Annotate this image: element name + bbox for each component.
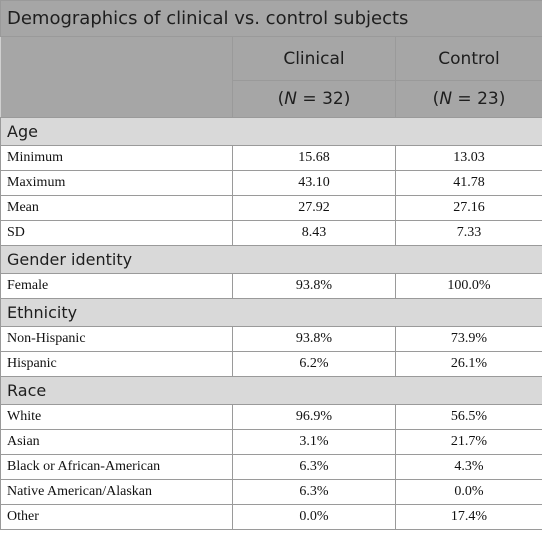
- cell-value: 3.1%: [232, 429, 396, 455]
- row-label: Native American/Alaskan: [0, 479, 233, 505]
- row-label: White: [0, 404, 233, 430]
- cell-value: 17.4%: [394, 504, 542, 530]
- cell-value: 96.9%: [232, 404, 396, 430]
- cell-value: 0.0%: [232, 504, 396, 530]
- cell-value: 6.3%: [232, 454, 396, 480]
- n-part: (: [432, 89, 440, 109]
- row-label: Non-Hispanic: [0, 326, 233, 352]
- header-row: Clinical Control: [0, 36, 542, 118]
- row-label: Maximum: [0, 170, 233, 196]
- row-label: Black or African-American: [0, 454, 233, 480]
- section-title: Ethnicity: [0, 298, 542, 327]
- row-label: Hispanic: [0, 351, 233, 377]
- section-row: Age: [0, 117, 542, 146]
- row-label: Female: [0, 273, 233, 299]
- header-n-row: (N = 32) (N = 23): [1, 80, 542, 118]
- cell-value: 8.43: [232, 220, 396, 246]
- cell-value: 0.0%: [394, 479, 542, 505]
- row-label: Asian: [0, 429, 233, 455]
- n-part: (: [277, 89, 285, 109]
- cell-value: 7.33: [394, 220, 542, 246]
- cell-value: 41.78: [394, 170, 542, 196]
- cell-value: 4.3%: [394, 454, 542, 480]
- cell-value: 56.5%: [394, 404, 542, 430]
- n-part: N: [284, 89, 298, 109]
- section-title: Gender identity: [0, 245, 542, 274]
- section-title: Age: [0, 117, 542, 146]
- cell-value: 13.03: [394, 145, 542, 171]
- column-n: (N = 23): [394, 80, 542, 118]
- data-row: Native American/Alaskan 6.3% 0.0%: [0, 479, 542, 505]
- cell-value: 100.0%: [394, 273, 542, 299]
- title-row: Demographics of clinical vs. control sub…: [0, 0, 542, 37]
- row-label: SD: [0, 220, 233, 246]
- cell-value: 26.1%: [394, 351, 542, 377]
- cell-value: 6.3%: [232, 479, 396, 505]
- data-row: White 96.9% 56.5%: [0, 404, 542, 430]
- row-label: Mean: [0, 195, 233, 221]
- column-name: Control: [394, 36, 542, 81]
- cell-value: 6.2%: [232, 351, 396, 377]
- column-name: Clinical: [232, 36, 396, 81]
- section-row: Ethnicity: [0, 298, 542, 327]
- data-row: Other 0.0% 17.4%: [0, 504, 542, 530]
- row-label: Minimum: [0, 145, 233, 171]
- section-row: Gender identity: [0, 245, 542, 274]
- data-row: Minimum 15.68 13.03: [0, 145, 542, 171]
- data-row: Non-Hispanic 93.8% 73.9%: [0, 326, 542, 352]
- data-row: Asian 3.1% 21.7%: [0, 429, 542, 455]
- section-title: Race: [0, 376, 542, 405]
- data-row: Maximum 43.10 41.78: [0, 170, 542, 196]
- n-part: N: [439, 89, 453, 109]
- data-row: SD 8.43 7.33: [0, 220, 542, 246]
- n-part: = 32): [297, 89, 351, 109]
- cell-value: 27.92: [232, 195, 396, 221]
- header-blank: [0, 36, 233, 118]
- n-part: = 23): [452, 89, 506, 109]
- cell-value: 15.68: [232, 145, 396, 171]
- row-label: Other: [0, 504, 233, 530]
- cell-value: 73.9%: [394, 326, 542, 352]
- column-n: (N = 32): [232, 80, 396, 118]
- cell-value: 93.8%: [232, 326, 396, 352]
- data-row: Mean 27.92 27.16: [0, 195, 542, 221]
- cell-value: 93.8%: [232, 273, 396, 299]
- data-row: Female 93.8% 100.0%: [0, 273, 542, 299]
- section-row: Race: [0, 376, 542, 405]
- data-row: Black or African-American 6.3% 4.3%: [0, 454, 542, 480]
- cell-value: 21.7%: [394, 429, 542, 455]
- table-title: Demographics of clinical vs. control sub…: [0, 0, 542, 37]
- data-row: Hispanic 6.2% 26.1%: [0, 351, 542, 377]
- cell-value: 27.16: [394, 195, 542, 221]
- cell-value: 43.10: [232, 170, 396, 196]
